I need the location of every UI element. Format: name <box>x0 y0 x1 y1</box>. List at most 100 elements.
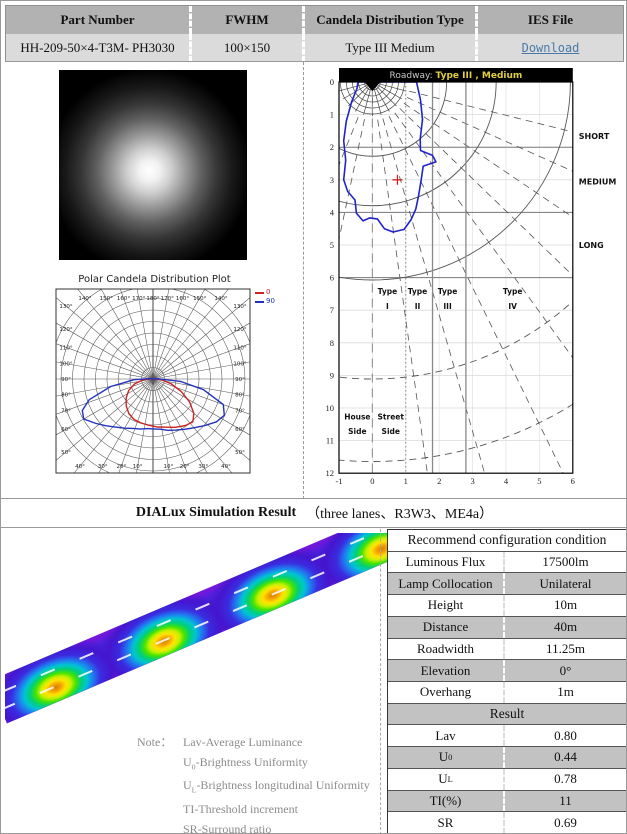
section-header-label: Recommend configuration condition <box>407 532 607 548</box>
svg-text:70°: 70° <box>235 409 245 415</box>
config-label: Lav <box>435 727 456 743</box>
svg-text:Side: Side <box>382 427 400 436</box>
svg-text:30°: 30° <box>98 464 108 470</box>
note-text: UL-Brightness longitudinal Uniformity <box>183 778 370 795</box>
table-row: Height 10m <box>388 595 626 617</box>
spec-table: Part Number FWHM Candela Distribution Ty… <box>5 5 624 62</box>
config-value: 0.80 <box>503 725 626 747</box>
config-value: 0° <box>503 660 626 681</box>
column-header-distribution-type: Candela Distribution Type <box>302 6 475 34</box>
svg-text:120°: 120° <box>59 327 72 333</box>
svg-text:50°: 50° <box>61 450 71 456</box>
section-divider <box>303 62 304 499</box>
svg-text:170°: 170° <box>132 296 145 302</box>
note-text: Lav-Average Luminance <box>183 735 303 749</box>
note-line: SR-Surround ratio <box>137 820 370 834</box>
notes-block: Note： Lav-Average Luminance U0-Brightness … <box>137 733 370 834</box>
dialux-subtitle: （three lanes、R3W3、ME4a） <box>306 507 494 522</box>
table-row: Distance 40m <box>388 616 626 639</box>
svg-text:5: 5 <box>330 240 334 250</box>
dialux-title: DIALux Simulation Result <box>135 505 297 520</box>
simulation-section: Note： Lav-Average Luminance U0-Brightness … <box>1 529 626 834</box>
svg-text:150°: 150° <box>193 296 206 302</box>
legend-swatch-0 <box>255 291 264 294</box>
svg-text:80°: 80° <box>61 392 71 398</box>
svg-text:4: 4 <box>504 476 509 486</box>
note-text: SR-Surround ratio <box>183 821 272 834</box>
bottom-section-divider <box>380 529 381 833</box>
svg-text:160°: 160° <box>117 296 130 302</box>
svg-text:5: 5 <box>537 476 541 486</box>
svg-text:Type: Type <box>408 287 428 296</box>
polar-legend: 0 90 <box>255 288 275 306</box>
note-label: Note： <box>137 735 173 749</box>
config-value: 17500lm <box>503 551 626 573</box>
table-row: Lav 0.80 <box>388 725 626 748</box>
svg-text:160°: 160° <box>176 296 189 302</box>
config-value: 0.69 <box>503 812 626 833</box>
legend-item-0: 0 <box>255 288 275 297</box>
svg-text:0: 0 <box>330 77 334 87</box>
svg-text:10°: 10° <box>163 464 173 470</box>
svg-text:SHORT: SHORT <box>579 132 610 141</box>
note-line: U0-Brightness Uniformity <box>137 753 370 777</box>
svg-text:60°: 60° <box>61 427 71 433</box>
dialux-title-bar: DIALux Simulation Result （three lanes、R3… <box>1 498 626 528</box>
svg-text:100°: 100° <box>59 362 72 368</box>
spec-table-data-row: HH-209-50×4-T3M- PH3030 100×150 Type III… <box>6 34 623 62</box>
config-value: 0.44 <box>503 747 626 768</box>
fwhm-value: 100×150 <box>189 34 302 62</box>
svg-text:20°: 20° <box>116 464 126 470</box>
svg-text:Type: Type <box>503 287 523 296</box>
svg-text:110°: 110° <box>59 345 72 351</box>
table-section-header: Result <box>388 703 626 726</box>
beam-spot-image <box>59 70 247 260</box>
table-row: SR 0.69 <box>388 812 626 833</box>
legend-label-0: 0 <box>266 288 271 296</box>
table-row: Elevation 0° <box>388 660 626 682</box>
column-header-part-number: Part Number <box>60 12 135 27</box>
table-row: Lamp Collocation Unilateral <box>388 573 626 596</box>
svg-text:0: 0 <box>370 476 374 486</box>
polar-candela-chart: 10° 10° 20° 20° 30° 30° 40° 40° 50° 50° 60° 60° 70° 7… <box>55 288 251 474</box>
config-label: Elevation <box>420 662 471 678</box>
table-row: U 0 0.44 <box>388 747 626 769</box>
config-value: Unilateral <box>503 573 626 595</box>
legend-label-90: 90 <box>266 297 275 305</box>
download-ies-link[interactable]: Download <box>521 41 580 55</box>
spec-table-header-row: Part Number FWHM Candela Distribution Ty… <box>6 6 623 34</box>
svg-text:3: 3 <box>330 175 334 185</box>
svg-text:30°: 30° <box>198 464 208 470</box>
svg-text:IV: IV <box>508 302 517 311</box>
svg-text:110°: 110° <box>233 345 246 351</box>
svg-text:2: 2 <box>437 476 441 486</box>
column-header-ies-file: IES File <box>475 6 623 34</box>
note-label <box>137 753 183 777</box>
config-value: 10m <box>503 595 626 616</box>
svg-text:12: 12 <box>326 468 335 478</box>
svg-text:1: 1 <box>404 476 408 486</box>
road-band <box>5 533 387 724</box>
svg-text:Type: Type <box>378 287 398 296</box>
column-header-fwhm: FWHM <box>189 6 302 34</box>
svg-text:150°: 150° <box>100 296 113 302</box>
note-line: UL-Brightness longitudinal Uniformity <box>137 776 370 800</box>
distribution-type-value: Type III Medium <box>302 34 475 62</box>
svg-text:40°: 40° <box>221 464 231 470</box>
config-label: Height <box>427 597 464 613</box>
svg-text:20°: 20° <box>180 464 190 470</box>
svg-text:Street: Street <box>378 412 405 421</box>
svg-text:6: 6 <box>330 273 334 283</box>
note-label <box>137 800 183 820</box>
svg-text:80°: 80° <box>235 392 245 398</box>
svg-text:60°: 60° <box>235 427 245 433</box>
svg-text:10: 10 <box>326 403 335 413</box>
ies-roadway-classification-chart: Roadway: Type III , Medium01234567891011… <box>326 68 616 486</box>
config-value: 0.78 <box>503 768 626 790</box>
table-row: Luminous Flux 17500lm <box>388 551 626 574</box>
svg-text:6: 6 <box>571 476 575 486</box>
svg-text:1: 1 <box>330 110 334 120</box>
